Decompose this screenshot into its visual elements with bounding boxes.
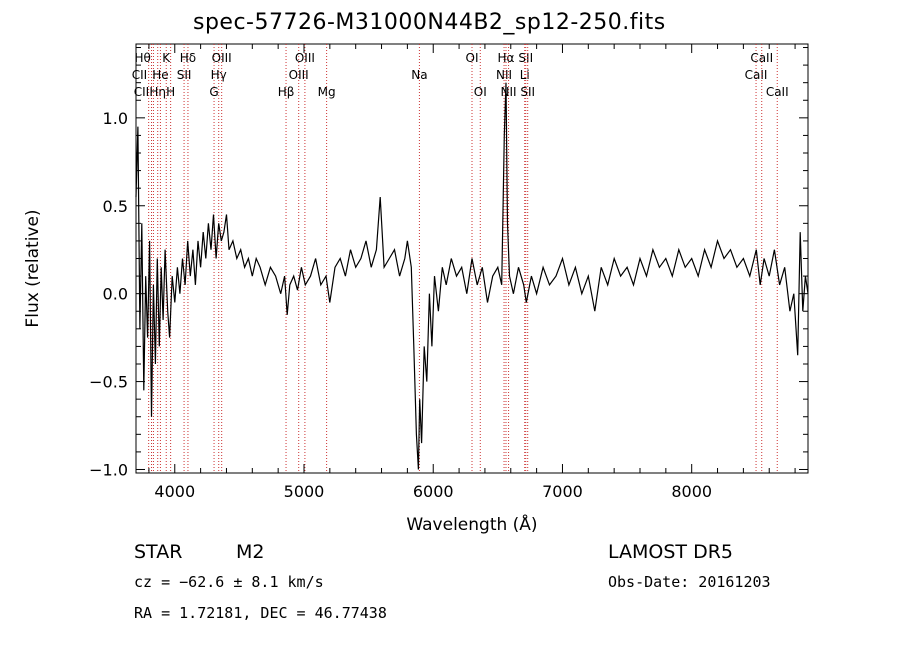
observation-date: Obs-Date: 20161203 xyxy=(608,573,771,591)
object-type: STAR xyxy=(134,541,183,563)
spectral-line-label: K xyxy=(162,51,171,65)
spectral-line-label: OIII xyxy=(295,51,315,65)
x-tick-label: 6000 xyxy=(413,482,454,501)
chart-title: spec-57726-M31000N44B2_sp12-250.fits xyxy=(193,10,666,35)
spectral-line-label: NII xyxy=(496,68,512,82)
x-tick-label: 5000 xyxy=(284,482,325,501)
flux-series-line xyxy=(135,82,809,470)
spectral-line-label: SII xyxy=(518,51,533,65)
spectral-line-label: Hγ xyxy=(211,68,227,82)
spectral-line-label: Hη xyxy=(149,85,166,99)
spectral-line-label: CaII xyxy=(750,51,773,65)
x-tick-label: 8000 xyxy=(671,482,712,501)
spectral-line-label: SII xyxy=(520,85,535,99)
spectral-line-label: Na xyxy=(411,68,427,82)
y-tick-label: 0.0 xyxy=(103,285,128,304)
spectral-line-label: H xyxy=(166,85,175,99)
y-tick-label: −1.0 xyxy=(89,460,128,479)
x-axis-label: Wavelength (Å) xyxy=(406,513,537,535)
x-tick-label: 7000 xyxy=(542,482,583,501)
redshift-velocity: cz = −62.6 ± 8.1 km/s xyxy=(134,573,324,591)
spectral-line-label: Li xyxy=(520,68,530,82)
spectral-line-label: SII xyxy=(177,68,192,82)
spectral-line-label: CaII xyxy=(766,85,789,99)
spectral-line-label: OIII xyxy=(289,68,309,82)
object-subclass: M2 xyxy=(236,541,265,563)
spectral-line-label: CII xyxy=(132,68,147,82)
spectral-line-label: He xyxy=(152,68,168,82)
spectral-line-label: OI xyxy=(474,85,487,99)
spectral-line-label: Hβ xyxy=(278,85,295,99)
y-axis-label: Flux (relative) xyxy=(23,209,43,327)
spectral-line-label: Hα xyxy=(498,51,515,65)
y-tick-label: 1.0 xyxy=(103,109,128,128)
spectral-line-label: Mg xyxy=(318,85,336,99)
coordinates: RA = 1.72181, DEC = 46.77438 xyxy=(134,604,387,622)
y-tick-label: 0.5 xyxy=(103,197,128,216)
spectral-line-label: Hδ xyxy=(180,51,196,65)
spectral-line-label: NII xyxy=(501,85,517,99)
spectral-line-label: G xyxy=(209,85,218,99)
spectral-line-label: OI xyxy=(466,51,479,65)
survey-label: LAMOST DR5 xyxy=(608,541,733,563)
y-tick-label: −0.5 xyxy=(89,373,128,392)
spectral-line-label: CaII xyxy=(745,68,768,82)
x-tick-label: 4000 xyxy=(154,482,195,501)
spectral-line-label: OIII xyxy=(212,51,232,65)
spectral-line-label: Hθ xyxy=(134,51,150,65)
spectral-line-label: CII xyxy=(134,85,149,99)
